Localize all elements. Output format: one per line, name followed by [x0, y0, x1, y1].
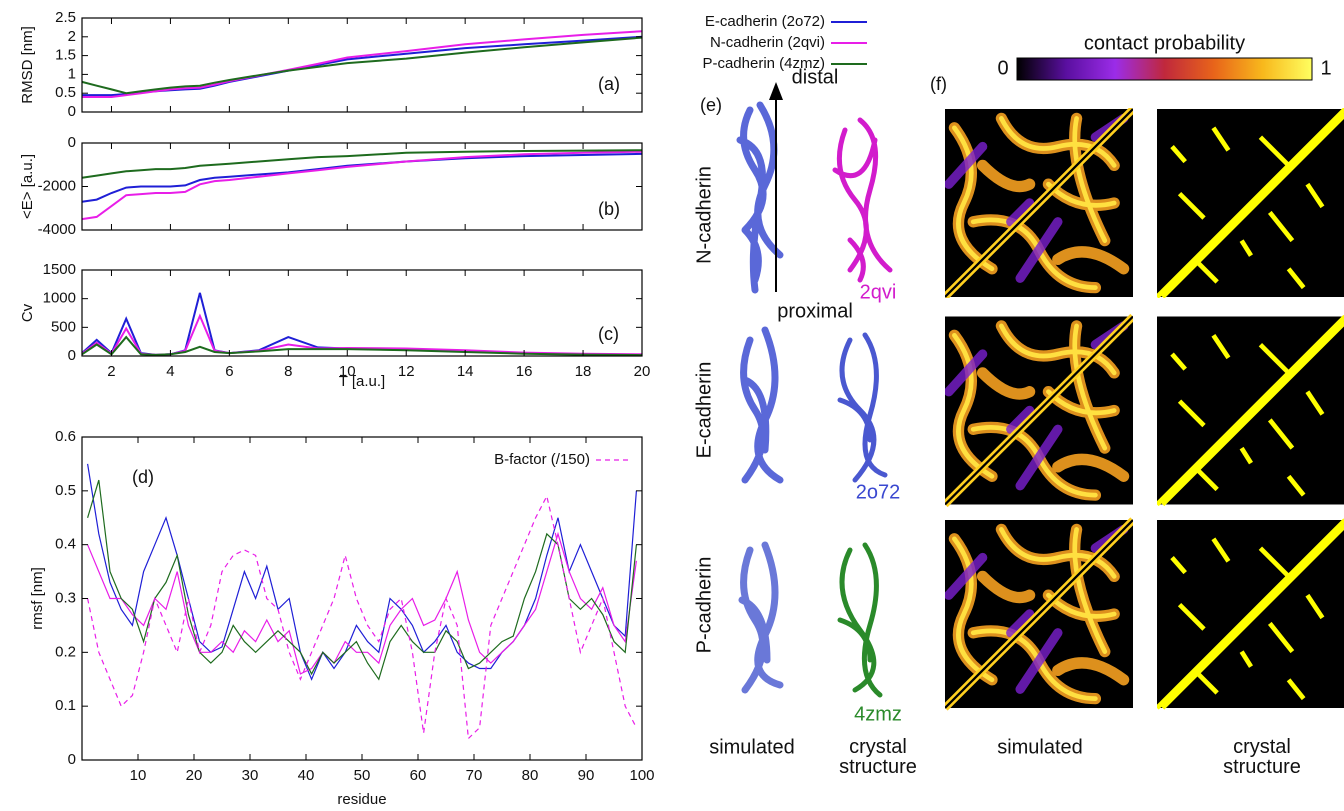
pdb-label: 2o72	[856, 481, 901, 503]
plot-frame	[81, 436, 643, 761]
legend-label: P-cadherin (4zmz)	[702, 55, 825, 72]
data-line	[81, 36, 643, 95]
x-tick-label: 50	[354, 767, 371, 784]
x-tick-label: 40	[298, 767, 315, 784]
x-tick-label: 100	[629, 767, 654, 784]
x-tick-label: 16	[516, 363, 533, 380]
data-line	[81, 150, 643, 221]
row-label: E-cadherin	[693, 362, 715, 459]
x-tick-label: 2	[107, 363, 115, 380]
y-tick-label: 0	[68, 134, 76, 151]
data-line	[81, 335, 643, 357]
x-tick-label: 20	[634, 363, 651, 380]
x-tick-label: 10	[130, 767, 147, 784]
legend-label: N-cadherin (2qvi)	[710, 34, 825, 51]
y-tick-label: 1500	[43, 261, 76, 278]
colorbar	[1016, 57, 1313, 81]
colorbar-title: contact probability	[1084, 32, 1245, 54]
y-tick-label: 0.4	[55, 536, 76, 553]
x-tick-label: 60	[410, 767, 427, 784]
y-axis-label: rmsf [nm]	[29, 567, 46, 630]
data-line	[87, 479, 637, 681]
data-line	[81, 152, 643, 203]
panel-label: (a)	[598, 74, 620, 94]
contact-maps	[945, 109, 1344, 708]
row-label: N-cadherin	[693, 166, 715, 264]
y-axis-label: <E> [a.u.]	[19, 154, 36, 219]
data-line	[81, 149, 643, 179]
x-tick-label: 20	[186, 767, 203, 784]
y-tick-label: 1.5	[55, 47, 76, 64]
y-tick-label: 0	[68, 103, 76, 120]
y-tick-label: -4000	[38, 221, 76, 238]
data-line	[81, 292, 643, 356]
column-label: simulated	[997, 736, 1083, 758]
y-tick-label: 2	[68, 28, 76, 45]
y-tick-label: 0.3	[55, 589, 76, 606]
panel-label: (c)	[598, 324, 619, 344]
y-tick-label: 0.5	[55, 84, 76, 101]
data-line	[82, 30, 643, 98]
protein-structures	[736, 101, 893, 698]
x-tick-label: 6	[225, 363, 233, 380]
plot-frame	[81, 17, 643, 113]
column-label: crystal structure	[839, 736, 917, 778]
y-tick-label: 0.1	[55, 697, 76, 714]
x-tick-label: 8	[284, 363, 292, 380]
y-tick-label: 0.2	[55, 643, 76, 660]
panel-label: (f)	[930, 74, 947, 94]
y-tick-label: 1000	[43, 290, 76, 307]
x-axis-label: T [a.u.]	[339, 373, 385, 390]
y-tick-label: 1	[68, 65, 76, 82]
colorbar-tick-label: 1	[1320, 57, 1331, 79]
pdb-label: 4zmz	[854, 703, 902, 725]
column-label: simulated	[709, 736, 795, 758]
x-tick-label: 12	[398, 363, 415, 380]
colorbar-tick-label: 0	[997, 57, 1008, 79]
data-line	[87, 494, 637, 740]
y-tick-label: -2000	[38, 177, 76, 194]
panel-label: (b)	[598, 199, 620, 219]
column-label: crystal structure	[1223, 736, 1301, 778]
y-tick-label: 0	[68, 347, 76, 364]
legend-label: E-cadherin (2o72)	[705, 13, 825, 30]
x-tick-label: 90	[578, 767, 595, 784]
x-tick-label: 80	[522, 767, 539, 784]
y-tick-label: 500	[51, 318, 76, 335]
y-tick-label: 0	[68, 751, 76, 768]
panel-label: (e)	[700, 95, 722, 115]
x-tick-label: 10	[339, 363, 356, 380]
data-line	[82, 35, 643, 97]
y-tick-label: 0.6	[55, 428, 76, 445]
legend-label: B-factor (/150)	[494, 451, 590, 468]
plot-frame	[81, 269, 643, 357]
arrow-head	[769, 82, 783, 100]
x-tick-label: 4	[166, 363, 174, 380]
x-tick-label: 14	[457, 363, 474, 380]
y-tick-label: 2.5	[55, 9, 76, 26]
distal-label: distal	[792, 66, 839, 88]
y-tick-label: 0.5	[55, 482, 76, 499]
pdb-label: 2qvi	[860, 281, 897, 303]
x-tick-label: 30	[242, 767, 259, 784]
row-label: P-cadherin	[693, 557, 715, 654]
y-axis-label: Cv	[19, 303, 36, 322]
panel-label: (d)	[132, 467, 154, 487]
x-axis-label: residue	[337, 791, 386, 808]
x-tick-label: 18	[575, 363, 592, 380]
y-axis-label: RMSD [nm]	[19, 26, 36, 104]
proximal-label: proximal	[777, 300, 853, 322]
x-tick-label: 70	[466, 767, 483, 784]
